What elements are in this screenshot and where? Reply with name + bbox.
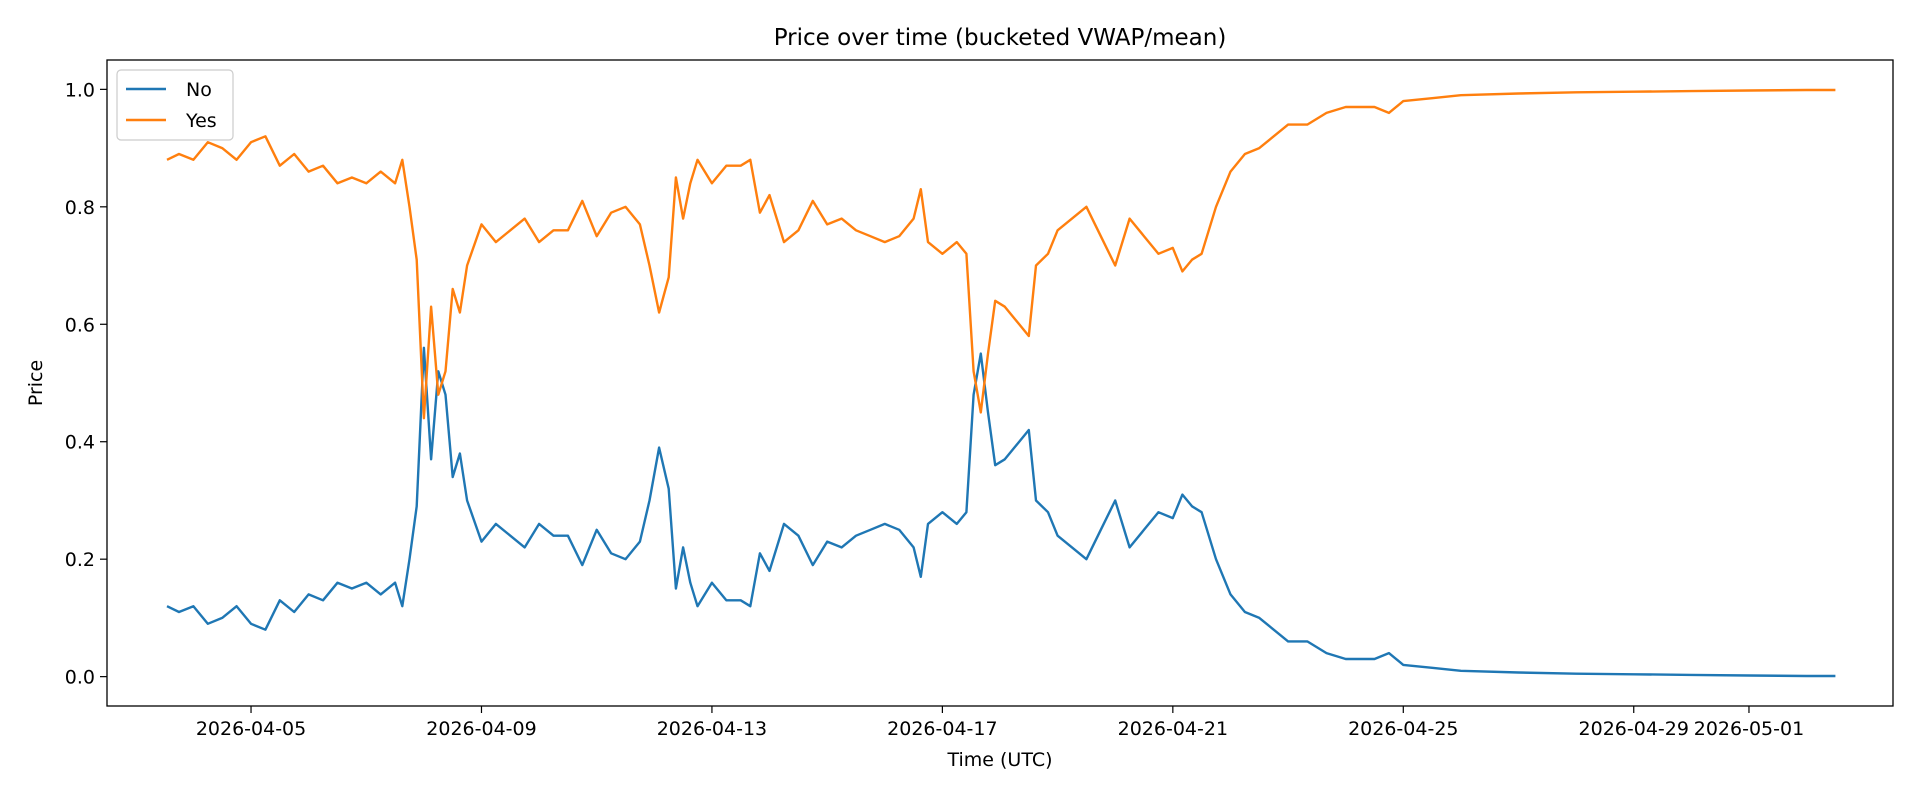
y-tick-label: 0.0 xyxy=(65,667,95,689)
plot-lines xyxy=(166,88,1836,678)
legend-label-yes: Yes xyxy=(185,110,217,132)
chart-title: Price over time (bucketed VWAP/mean) xyxy=(774,25,1227,51)
x-tick-label: 2026-05-01 xyxy=(1694,718,1804,740)
x-axis-label: Time (UTC) xyxy=(946,749,1052,771)
x-tick-label: 2026-04-17 xyxy=(887,718,997,740)
y-tick-label: 1.0 xyxy=(65,79,95,101)
x-tick-label: 2026-04-25 xyxy=(1348,718,1458,740)
x-tick-label: 2026-04-21 xyxy=(1118,718,1228,740)
y-axis-ticks: 0.0 0.2 0.4 0.6 0.8 1.0 xyxy=(65,79,107,689)
x-tick-label: 2026-04-09 xyxy=(426,718,536,740)
series-line-yes xyxy=(166,88,1836,420)
y-axis-label: Price xyxy=(25,360,47,406)
x-axis-ticks: 2026-04-05 2026-04-09 2026-04-13 2026-04-17… xyxy=(196,706,1804,740)
y-tick-label: 0.2 xyxy=(65,549,95,571)
legend-label-no: No xyxy=(186,79,212,101)
legend-box xyxy=(116,69,234,141)
legend: No Yes xyxy=(116,69,234,141)
y-tick-label: 0.6 xyxy=(65,314,95,336)
x-tick-label: 2026-04-29 xyxy=(1579,718,1689,740)
y-tick-label: 0.4 xyxy=(65,432,95,454)
x-tick-label: 2026-04-05 xyxy=(196,718,306,740)
y-tick-label: 0.8 xyxy=(65,197,95,219)
series-line-no xyxy=(166,346,1836,678)
x-tick-label: 2026-04-13 xyxy=(657,718,767,740)
plot-frame xyxy=(106,59,1894,707)
